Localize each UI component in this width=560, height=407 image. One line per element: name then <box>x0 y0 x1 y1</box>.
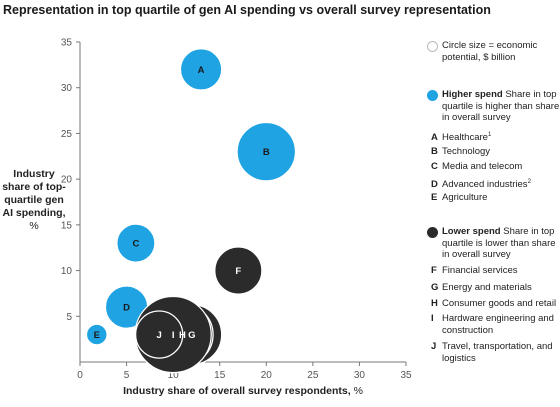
legend-item-name: Travel, transportation, and logistics <box>442 341 553 364</box>
bubble-label-h: H <box>179 330 186 341</box>
legend-item-letter: A <box>431 132 438 144</box>
x-tick-label: 30 <box>354 370 366 381</box>
bubble-label-e: E <box>94 330 100 341</box>
lower-spend-legend: Lower spend Share in top quartile is low… <box>442 226 560 262</box>
legend-item-name: Technology <box>442 145 491 157</box>
x-tick-label: 0 <box>77 370 83 381</box>
x-tick-label: 25 <box>307 370 319 381</box>
bubble-label-i: I <box>172 330 175 341</box>
y-tick-label: 25 <box>61 129 73 140</box>
lower-spend-title: Lower spend <box>442 226 501 237</box>
legend-item-name: Agriculture <box>442 192 488 203</box>
y-tick-label: 15 <box>61 220 73 231</box>
lower-spend-desc: Share in top quartile is lower than shar… <box>442 226 556 260</box>
legend-item-letter: G <box>431 282 439 293</box>
x-axis-label: Industry share of overall survey respond… <box>80 385 406 397</box>
higher-spend-title: Higher spend <box>442 89 503 100</box>
bubble-label-c: C <box>132 239 139 250</box>
legend-item-letter: H <box>431 298 438 309</box>
lower-item-f: F Financial services <box>431 265 554 277</box>
lower-item-i: I Hardware engineering and construction <box>431 313 554 336</box>
higher-spend-desc: Share in top quartile is higher than sha… <box>442 89 560 123</box>
x-tick-label: 5 <box>124 370 130 381</box>
legend-item-footnote: 1 <box>487 132 492 138</box>
bubble-label-a: A <box>198 65 205 76</box>
legend-item-name: Financial services <box>442 265 518 276</box>
legend-item-name: Energy and materials <box>442 282 532 293</box>
bubble-a <box>179 48 223 91</box>
higher-item-c: C Media and telecom <box>431 161 559 173</box>
bubble-label-g: G <box>188 330 195 341</box>
bubble-j <box>134 310 184 359</box>
chart-title: Representation in top quartile of gen AI… <box>3 3 491 17</box>
x-tick-label: 20 <box>261 370 273 381</box>
x-axis-label-text: Industry share of overall survey respond… <box>123 385 351 397</box>
size-legend-circle-icon <box>427 41 438 52</box>
bubble-label-b: B <box>263 147 270 158</box>
lower-item-j: J Travel, transportation, and logistics <box>431 341 554 364</box>
y-tick-label: 5 <box>66 312 72 323</box>
legend-item-name: Healthcare <box>442 132 488 144</box>
legend-item-footnote: 2 <box>527 178 531 185</box>
legend-item-letter: D <box>431 178 438 190</box>
y-axis-label: Industry share of top-quartile gen AI sp… <box>0 168 68 233</box>
bubble-f <box>214 246 263 295</box>
higher-spend-swatch <box>427 90 438 101</box>
higher-spend-legend: Higher spend Share in top quartile is hi… <box>442 89 560 125</box>
lower-item-h: H Consumer goods and retail <box>431 298 560 310</box>
bubble-label-f: F <box>235 266 241 277</box>
legend-item-name: Hardware engineering and construction <box>442 313 554 336</box>
bubble-label-j: J <box>157 330 162 341</box>
higher-item-b: B Technology <box>431 146 559 158</box>
x-tick-label: 10 <box>168 370 180 381</box>
y-tick-label: 10 <box>61 266 73 277</box>
y-tick-label: 30 <box>61 83 73 94</box>
legend-item-letter: C <box>431 161 438 172</box>
higher-item-e: E Agriculture <box>431 192 559 204</box>
x-tick-label: 15 <box>214 370 226 381</box>
bubble-label-d: D <box>123 303 130 314</box>
y-axis-label-unit: % <box>29 220 39 232</box>
x-tick-label: 35 <box>400 370 412 381</box>
bubble-e <box>85 323 108 346</box>
lower-item-g: G Energy and materials <box>431 282 554 294</box>
y-axis-label-text: Industry share of top-quartile gen AI sp… <box>2 168 66 219</box>
y-tick-label: 35 <box>61 38 73 49</box>
x-axis-label-unit: % <box>350 385 363 397</box>
higher-item-d: D Advanced industries2 <box>431 177 559 191</box>
legend-item-letter: B <box>431 145 438 157</box>
bubble-b <box>236 121 297 182</box>
legend-item-name: Consumer goods and retail <box>442 298 557 309</box>
size-legend-note: Circle size = economic potential, $ bill… <box>442 40 538 63</box>
legend-item-letter: J <box>431 341 437 352</box>
legend-item-letter: E <box>431 192 438 203</box>
legend-item-letter: I <box>431 313 434 324</box>
higher-item-a: A Healthcare1 <box>431 130 559 144</box>
legend-item-name: Advanced industries <box>442 178 528 190</box>
y-tick-label: 20 <box>61 175 73 186</box>
bubble-c <box>116 223 156 263</box>
lower-spend-swatch <box>427 227 438 238</box>
legend-item-letter: F <box>431 265 437 276</box>
legend-item-name: Media and telecom <box>442 161 523 172</box>
